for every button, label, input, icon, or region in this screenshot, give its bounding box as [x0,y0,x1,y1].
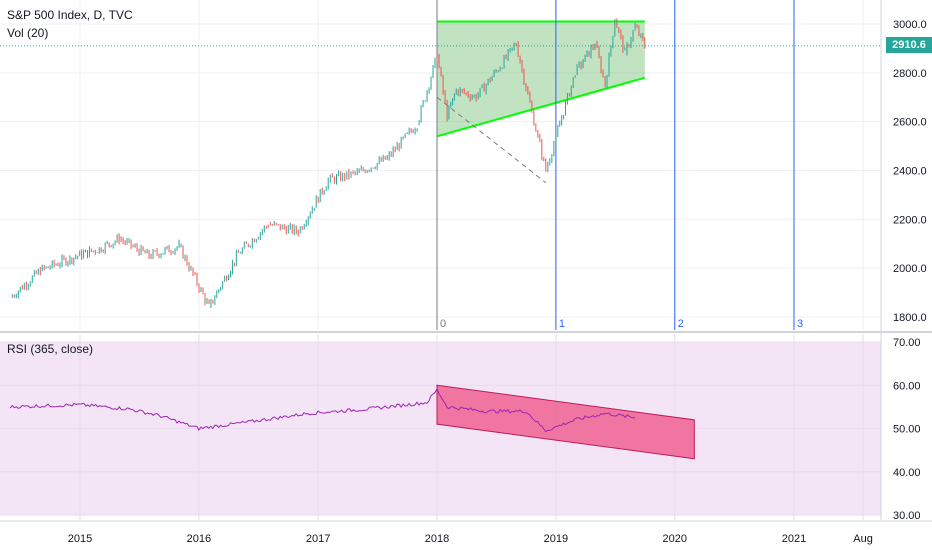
rsi-axis: 70.00 60.00 50.00 40.00 30.00 [893,337,921,522]
rsi-tick-label: 70.00 [893,337,921,349]
rsi-descending-channel [436,384,695,460]
chart-title: S&P 500 Index, D, TVC [7,8,133,22]
time-tick-label: 2017 [306,533,330,545]
price-pane-background [0,0,881,330]
price-axis: 3000.0 2800.0 2600.0 2400.0 2200.0 2000.0 1800… [880,0,927,520]
time-tick-label: 2018 [425,533,449,545]
price-tick-label: 2400.0 [893,166,927,178]
time-axis: 2015 2016 2017 2018 2019 2020 2021 Aug [0,520,932,545]
time-tick-label: 2016 [187,533,211,545]
rsi-tick-label: 50.00 [893,424,921,436]
price-tick-label: 2200.0 [893,214,927,226]
price-tick-label: 2800.0 [893,68,927,80]
rsi-tick-label: 60.00 [893,380,921,392]
price-tick-label: 2000.0 [893,263,927,275]
rsi-tick-label: 30.00 [893,510,921,522]
price-pane[interactable]: 0 1 2 3 [0,0,932,333]
price-tick-label: 1800.0 [893,312,927,324]
time-tick-label: 2015 [68,533,92,545]
rsi-pane[interactable] [0,334,881,520]
cycle-label-1: 1 [559,318,565,330]
channel-lower-line [436,76,646,138]
time-tick-label: 2021 [782,533,806,545]
cycle-label-0: 0 [440,318,446,330]
rsi-tick-label: 40.00 [893,467,921,479]
volume-indicator-label: Vol (20) [7,26,49,40]
price-tick-label: 3000.0 [893,19,927,31]
rsi-line [9,387,636,433]
cycle-label-3: 3 [797,318,803,330]
cycle-label-2: 2 [678,318,684,330]
rsi-indicator-label: RSI (365, close) [7,342,94,356]
time-tick-label: 2020 [663,533,687,545]
price-tick-label: 2600.0 [893,117,927,129]
time-tick-label: Aug [853,533,873,545]
current-price-tag: 2910.6 [886,37,932,53]
ascending-channel-fill [437,21,645,137]
time-tick-label: 2019 [544,533,568,545]
